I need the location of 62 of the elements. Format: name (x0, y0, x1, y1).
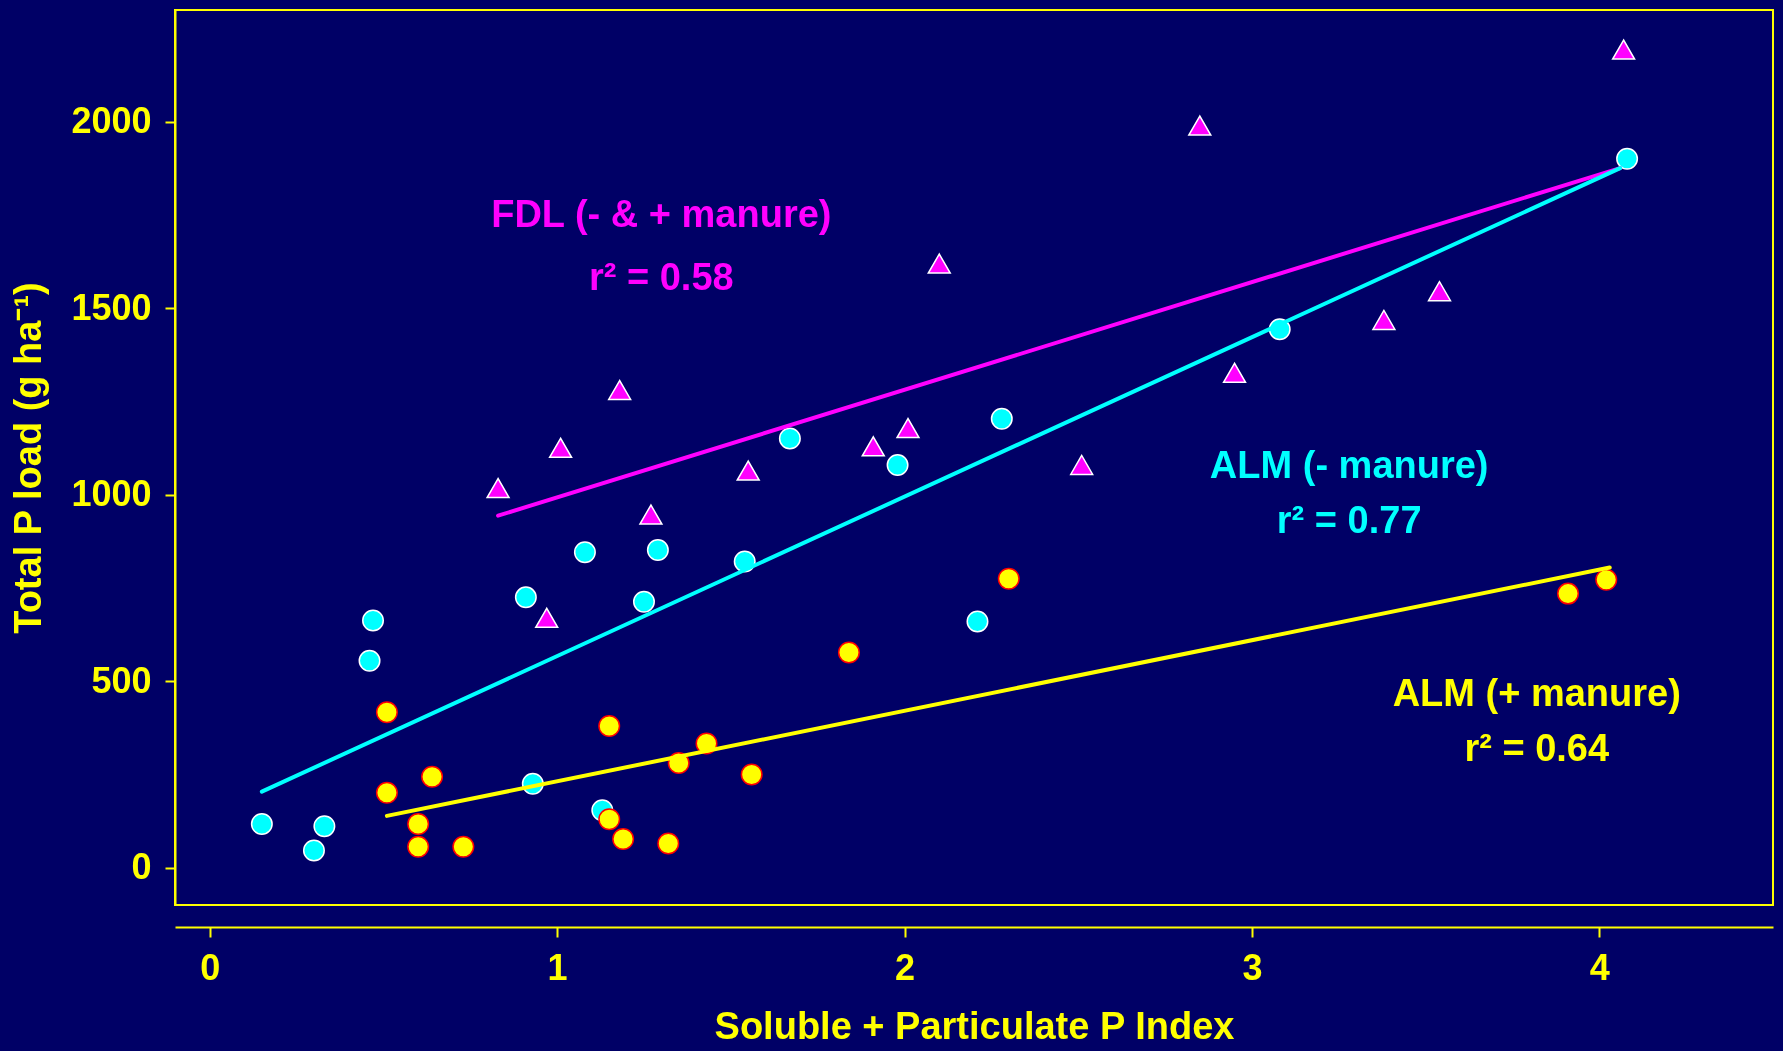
point (1372, 309, 1396, 331)
point (313, 815, 336, 838)
y-tick-label: 1000 (71, 473, 152, 515)
point (612, 828, 635, 850)
point (1427, 280, 1452, 302)
point (514, 586, 537, 609)
point (548, 437, 573, 459)
x-tick-label: 4 (1589, 946, 1610, 988)
point (896, 417, 920, 439)
annotation: r² = 0.77 (1276, 499, 1422, 542)
point (1611, 39, 1636, 60)
x-tick-label: 3 (1242, 946, 1263, 988)
point (657, 832, 680, 855)
point (639, 504, 663, 525)
annotation: r² = 0.58 (588, 255, 734, 298)
annotation: r² = 0.64 (1464, 727, 1610, 770)
point (1222, 362, 1247, 384)
y-tick-label: 500 (91, 659, 152, 701)
point (997, 567, 1020, 590)
point (1595, 568, 1618, 591)
point (407, 835, 430, 858)
point (861, 436, 885, 457)
point (632, 590, 655, 613)
annotation: ALM (- manure) (1209, 444, 1489, 487)
x-tick-label: 1 (547, 946, 568, 988)
point (1069, 454, 1094, 476)
point (362, 609, 385, 632)
point (358, 649, 381, 672)
annotation: FDL (- & + manure) (491, 193, 832, 236)
x-tick-label: 0 (200, 946, 221, 988)
point (886, 453, 909, 476)
point (573, 541, 596, 564)
point (375, 781, 398, 804)
point (966, 610, 989, 633)
point (452, 835, 475, 858)
point (250, 813, 273, 836)
y-tick-label: 0 (131, 846, 152, 888)
y-tick-label: 2000 (71, 100, 152, 142)
x-tick-label: 2 (895, 946, 916, 988)
point (407, 813, 430, 836)
point (1557, 582, 1580, 605)
point (598, 715, 621, 737)
x-axis-title: Soluble + Particulate P Index (714, 1004, 1235, 1047)
point (646, 539, 669, 561)
point (990, 407, 1013, 430)
point (736, 460, 760, 481)
y-tick-label: 1500 (71, 286, 152, 328)
point (486, 477, 510, 499)
point (927, 253, 951, 274)
point (1616, 147, 1639, 170)
point (740, 763, 763, 786)
point (837, 641, 860, 664)
point (375, 701, 398, 724)
point (778, 427, 801, 450)
y-axis-title: Total P load (g ha⁻¹) (7, 282, 50, 634)
point (302, 839, 325, 862)
point (421, 765, 444, 788)
point (535, 607, 559, 629)
point (607, 379, 632, 401)
annotation: ALM (+ manure) (1392, 672, 1681, 715)
point (1188, 115, 1212, 136)
point (598, 808, 621, 831)
